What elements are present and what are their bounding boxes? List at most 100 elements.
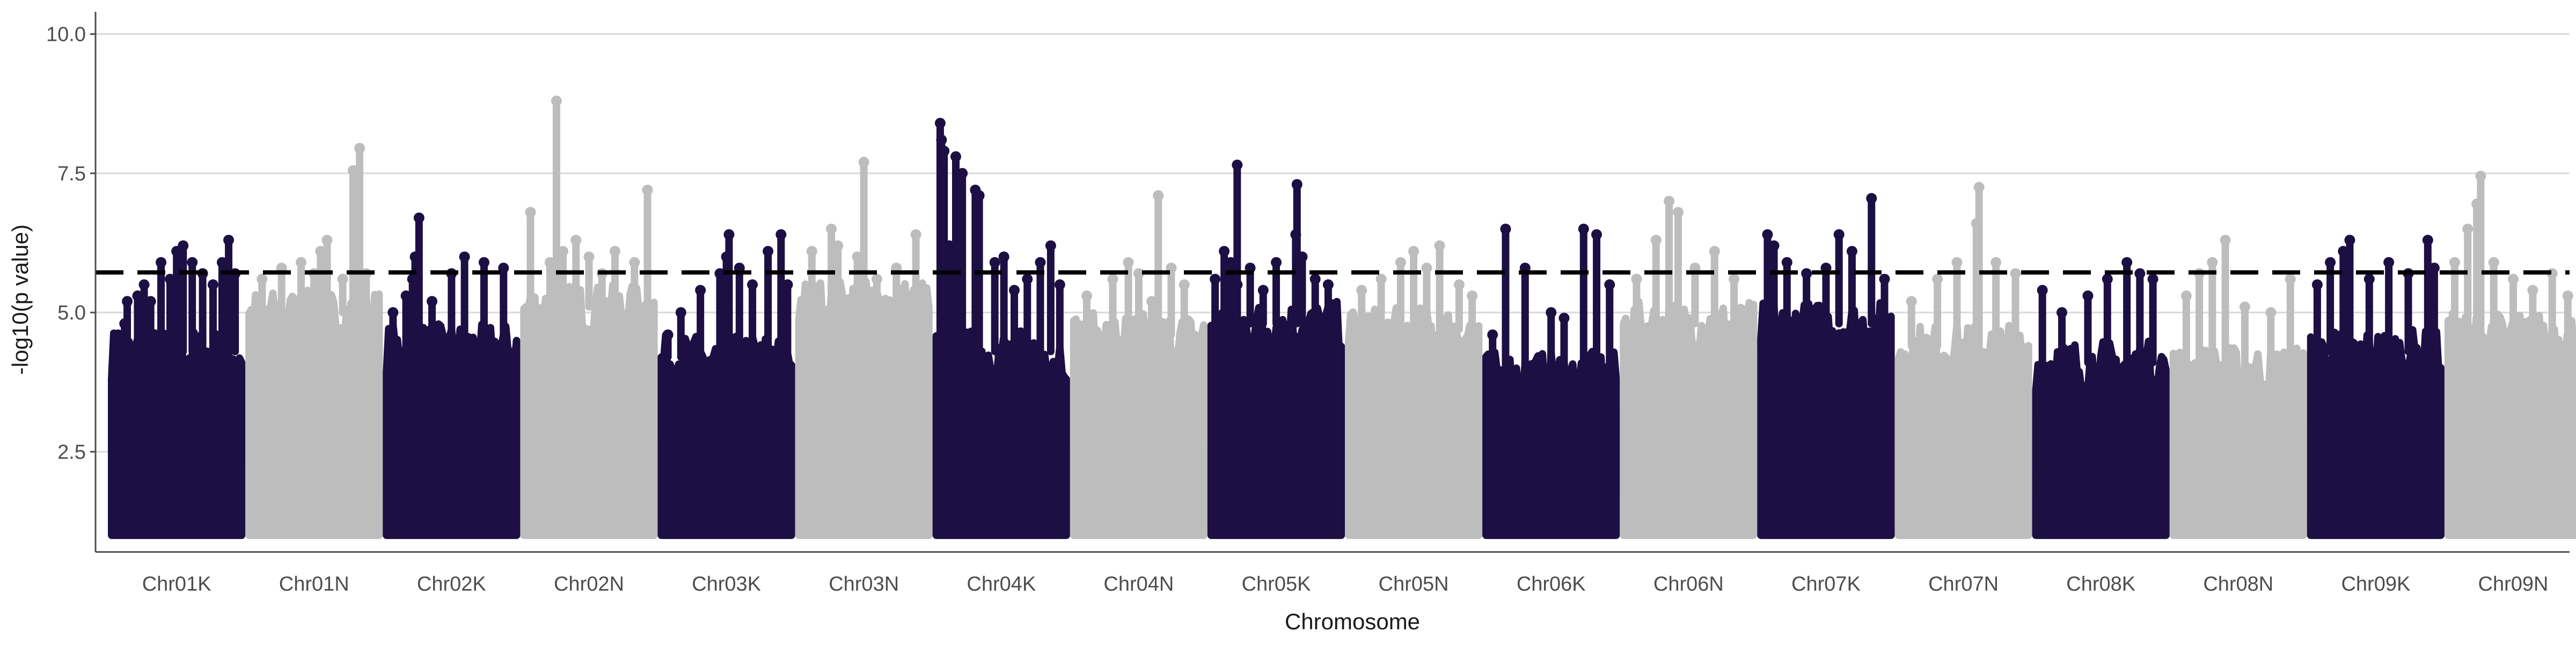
point-Chr06K-7 — [1604, 279, 1615, 290]
point-Chr04K-7 — [974, 190, 985, 201]
point-Chr03K-2 — [695, 285, 706, 296]
point-Chr09K-3 — [2344, 235, 2355, 246]
point-Chr04N-1 — [1107, 273, 1118, 285]
point-Chr07K-6 — [1846, 245, 1857, 257]
point-Chr02N-8 — [642, 184, 653, 195]
x-tick-label-Chr03N: Chr03N — [829, 573, 899, 595]
point-Chr04N-7 — [1179, 279, 1190, 290]
point-Chr04K-13 — [1045, 240, 1056, 251]
point-Chr07K-2 — [1781, 257, 1792, 268]
point-Chr03K-8 — [763, 245, 774, 257]
point-Chr02N-4 — [583, 251, 595, 263]
point-Chr04K-4 — [950, 151, 962, 162]
point-Chr07K-1 — [1768, 240, 1780, 251]
point-Chr09N-1 — [2462, 223, 2473, 235]
point-Chr07N-6 — [2010, 268, 2021, 279]
point-Chr05K-2 — [1225, 257, 1236, 268]
point-Chr08K-2 — [2082, 290, 2094, 301]
point-Chr05K-0 — [1210, 273, 1221, 285]
point-Chr05N-3 — [1408, 245, 1419, 257]
point-Chr06N-0 — [1631, 273, 1642, 285]
x-tick-label-Chr01K: Chr01K — [142, 573, 211, 595]
chromosome-band-Chr03N — [795, 157, 933, 539]
point-Chr06N-3 — [1672, 207, 1684, 218]
point-Chr07K-0 — [1762, 229, 1773, 240]
point-Chr01K-10 — [187, 257, 198, 268]
x-tick-label-Chr04N: Chr04N — [1103, 573, 1174, 595]
point-Chr08N-4 — [2239, 301, 2250, 312]
point-Chr03N-5 — [871, 273, 882, 285]
point-Chr04N-0 — [1081, 290, 1093, 301]
chromosome-band-Chr07K — [1757, 193, 1895, 539]
point-Chr04K-0 — [934, 118, 946, 129]
chromosome-body-Chr08K — [2032, 337, 2170, 539]
point-Chr05N-0 — [1356, 285, 1367, 296]
point-Chr01K-6 — [156, 257, 167, 268]
point-Chr01K-12 — [207, 279, 218, 290]
point-Chr04K-11 — [1022, 273, 1033, 285]
point-Chr08N-6 — [2285, 273, 2296, 285]
point-Chr08K-0 — [2037, 285, 2048, 296]
point-Chr09K-0 — [2311, 279, 2323, 290]
chromosome-body-Chr09N — [2444, 309, 2576, 539]
point-Chr01K-7 — [165, 273, 176, 285]
point-Chr03K-9 — [775, 229, 787, 240]
x-tick-label-Chr06N: Chr06N — [1653, 573, 1724, 595]
x-tick-label-Chr04K: Chr04K — [967, 573, 1036, 595]
point-Chr02N-3 — [570, 235, 582, 246]
point-Chr07N-2 — [1951, 257, 1963, 268]
point-Chr02N-7 — [629, 257, 640, 268]
point-Chr05N-5 — [1434, 240, 1445, 251]
chromosome-body-Chr04N — [1070, 309, 1208, 539]
point-Chr01K-3 — [132, 290, 143, 301]
point-Chr09N-6 — [2527, 285, 2538, 296]
chromosome-body-Chr08N — [2169, 344, 2307, 539]
point-Chr05K-1 — [1219, 245, 1230, 257]
point-Chr03N-3 — [852, 251, 863, 263]
y-tick-label-3: 10.0 — [46, 23, 86, 46]
point-Chr04K-9 — [998, 251, 1009, 263]
chromosome-body-Chr05N — [1345, 304, 1483, 539]
point-Chr01K-13 — [216, 257, 228, 268]
point-Chr08K-4 — [2121, 257, 2133, 268]
point-Chr03K-5 — [723, 229, 735, 240]
point-Chr03K-0 — [662, 329, 674, 340]
chromosome-band-Chr04N — [1070, 190, 1208, 539]
point-Chr05K-10 — [1309, 273, 1321, 285]
point-Chr01K-0 — [113, 329, 124, 340]
point-Chr05K-9 — [1297, 251, 1308, 263]
point-Chr05N-4 — [1421, 263, 1432, 274]
chromosome-band-Chr08K — [2032, 257, 2170, 539]
point-Chr08N-5 — [2265, 307, 2277, 318]
chromosome-body-Chr04K — [932, 327, 1070, 539]
chromosome-band-Chr02N — [520, 95, 658, 539]
chromosome-band-Chr05N — [1345, 240, 1483, 539]
chromosome-band-Chr05K — [1207, 159, 1345, 539]
point-Chr04K-1 — [936, 134, 947, 146]
point-Chr09K-4 — [2363, 273, 2375, 285]
point-Chr04K-2 — [939, 146, 950, 157]
point-Chr03N-1 — [826, 223, 837, 235]
chromosome-body-Chr06N — [1620, 297, 1758, 539]
point-Chr05K-8 — [1291, 179, 1302, 190]
point-Chr04N-5 — [1153, 190, 1164, 201]
point-Chr04N-4 — [1146, 296, 1158, 307]
chromosome-band-Chr01K — [108, 235, 246, 539]
point-Chr05K-5 — [1257, 285, 1269, 296]
point-Chr06K-3 — [1546, 307, 1557, 318]
point-Chr07K-5 — [1833, 229, 1845, 240]
chromosome-band-Chr09N — [2444, 170, 2576, 539]
point-Chr06N-6 — [1729, 273, 1740, 285]
chromosome-band-Chr09K — [2307, 235, 2445, 539]
chromosome-band-Chr01N — [245, 143, 383, 539]
point-Chr09K-1 — [2325, 257, 2336, 268]
point-Chr03K-7 — [747, 279, 758, 290]
point-Chr06K-4 — [1558, 312, 1570, 324]
point-Chr05K-11 — [1322, 279, 1334, 290]
point-Chr02K-7 — [459, 251, 470, 263]
point-Chr04N-3 — [1133, 268, 1144, 279]
point-Chr08K-3 — [2102, 273, 2113, 285]
x-tick-label-Chr09N: Chr09N — [2478, 573, 2549, 595]
chromosome-band-Chr06K — [1482, 223, 1620, 539]
